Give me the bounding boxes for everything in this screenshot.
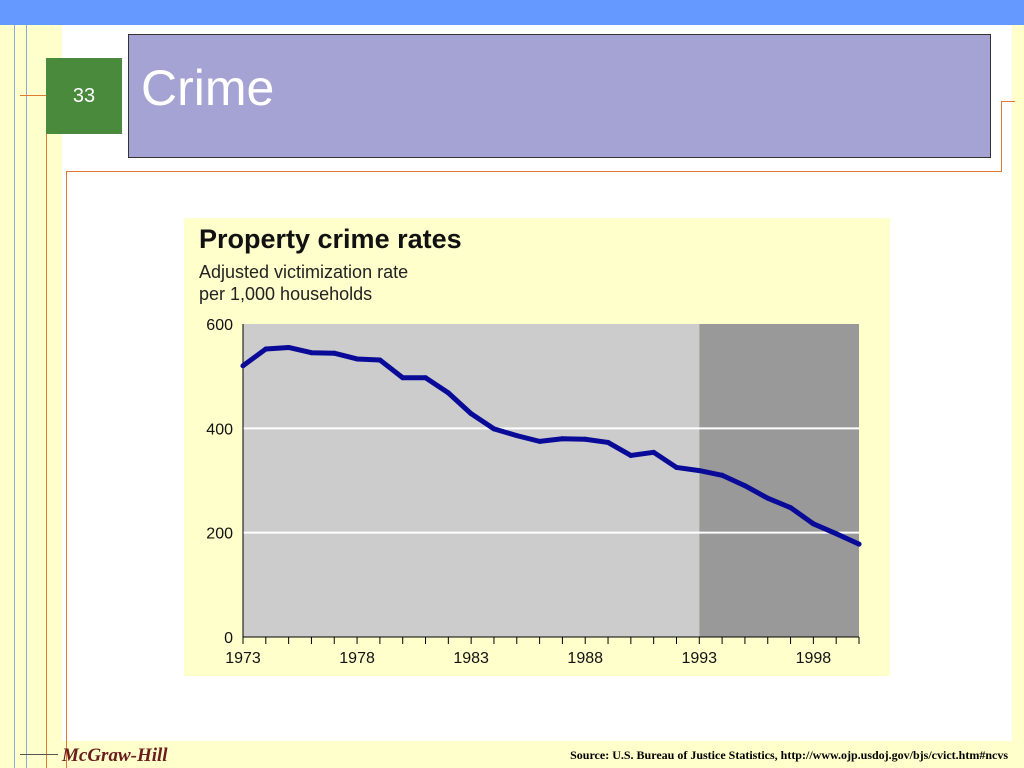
data-point-1989 xyxy=(605,439,611,445)
decor-line-orange-left xyxy=(46,95,47,768)
data-point-1974 xyxy=(263,346,269,352)
data-point-1979 xyxy=(377,357,383,363)
data-point-1986 xyxy=(537,438,543,444)
data-point-1980 xyxy=(400,375,406,381)
data-point-1992 xyxy=(673,464,679,470)
title-box: Crime xyxy=(128,34,991,158)
decor-line-orange-right-top xyxy=(1001,101,1015,102)
decor-line-footer xyxy=(20,754,58,755)
property-crime-chart: 0 200 400 600 1973 1978 1983 1988 1993 1998 xyxy=(206,317,862,667)
decor-line-blue-1 xyxy=(14,25,15,768)
data-point-1981 xyxy=(423,375,429,381)
footer-source: Source: U.S. Bureau of Justice Statistic… xyxy=(570,748,1008,762)
series-line xyxy=(240,344,862,547)
plot-area-light xyxy=(243,324,700,637)
y-tick-label-400: 400 xyxy=(206,421,233,438)
left-decor-strip xyxy=(0,25,62,768)
data-point-1977 xyxy=(331,350,337,356)
right-decor-strip xyxy=(1012,25,1024,768)
data-point-1996 xyxy=(765,495,771,501)
decor-line-orange-content xyxy=(66,172,67,768)
data-point-1975 xyxy=(286,344,292,350)
top-color-bar xyxy=(0,0,1024,25)
data-point-1985 xyxy=(514,433,520,439)
bottom-decor-strip xyxy=(0,741,1024,768)
x-tick-label-1998: 1998 xyxy=(796,650,832,667)
data-point-1991 xyxy=(651,449,657,455)
y-tick-label-200: 200 xyxy=(206,526,233,543)
data-point-1998 xyxy=(810,521,816,527)
decor-line-orange-right xyxy=(1001,101,1002,172)
x-tick-label-1983: 1983 xyxy=(453,650,489,667)
chart-subtitle-line-2: per 1,000 households xyxy=(199,284,373,304)
data-point-1994 xyxy=(719,472,725,478)
data-point-1984 xyxy=(491,426,497,432)
plot-area-shaded xyxy=(699,324,859,637)
decor-line-orange-top xyxy=(66,171,1002,172)
data-point-1997 xyxy=(788,505,794,511)
data-point-1995 xyxy=(742,483,748,489)
x-tick-label-1978: 1978 xyxy=(339,650,375,667)
data-point-1988 xyxy=(582,436,588,442)
data-point-1976 xyxy=(308,350,314,356)
data-point-1990 xyxy=(628,452,634,458)
data-point-2000 xyxy=(856,541,862,547)
x-tick-label-1973: 1973 xyxy=(225,650,261,667)
data-point-1999 xyxy=(833,531,839,537)
decor-line-blue-2 xyxy=(26,25,27,768)
slide-number: 33 xyxy=(46,58,122,134)
x-tick-label-1993: 1993 xyxy=(681,650,717,667)
decor-line-orange-slide-num xyxy=(20,95,46,96)
data-point-1987 xyxy=(559,436,565,442)
chart-panel: Property crime rates Adjusted victimizat… xyxy=(184,218,890,676)
x-tick-label-1988: 1988 xyxy=(567,650,603,667)
y-tick-label-0: 0 xyxy=(224,630,233,647)
data-point-1982 xyxy=(445,390,451,396)
chart-subtitle-line-1: Adjusted victimization rate xyxy=(199,262,409,282)
chart-title: Property crime rates xyxy=(199,224,462,254)
data-point-1983 xyxy=(468,411,474,417)
footer-brand: McGraw-Hill xyxy=(62,745,168,766)
data-point-1993 xyxy=(696,468,702,474)
data-point-1973 xyxy=(240,363,246,369)
data-point-1978 xyxy=(354,356,360,362)
y-tick-label-600: 600 xyxy=(206,317,233,334)
chart-subtitle: Adjusted victimization rate per 1,000 ho… xyxy=(199,261,408,305)
slide-title: Crime xyxy=(141,60,275,116)
